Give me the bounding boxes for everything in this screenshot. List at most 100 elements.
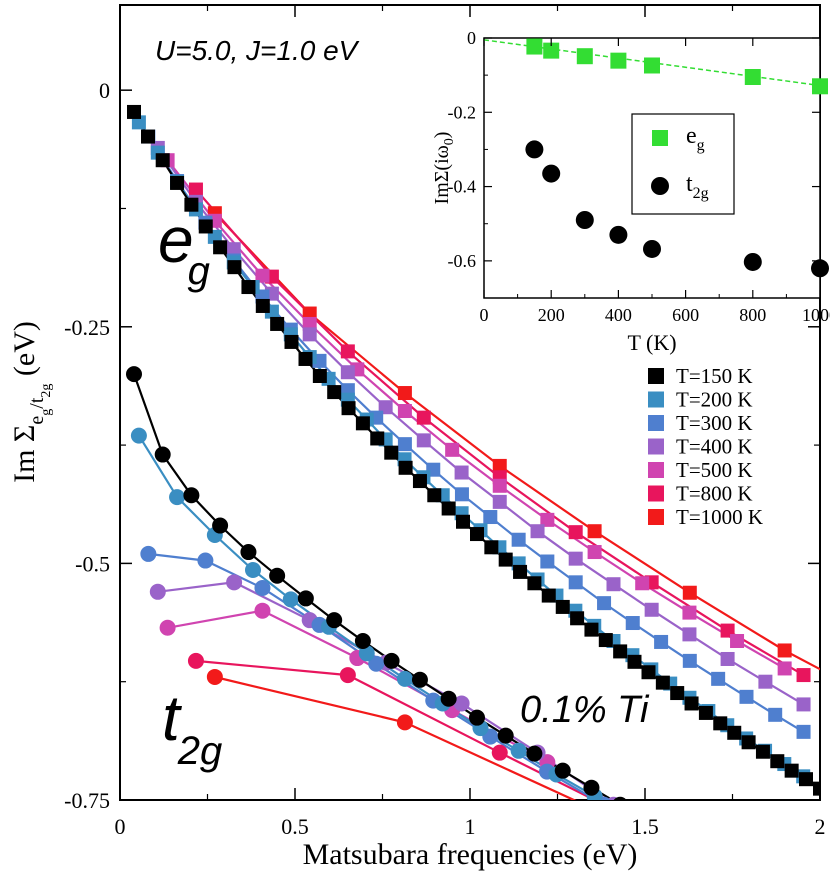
eg-data-point (241, 280, 256, 295)
main-x-tick-label: 0.5 (281, 814, 309, 839)
eg-data-point (625, 616, 640, 631)
inset-x-tick-label: 1000 (802, 305, 830, 325)
eg-data-point (184, 197, 199, 212)
eg-data-point (398, 460, 413, 475)
inset-eg-point (526, 38, 543, 55)
inset-y-tick-label: -0.2 (448, 102, 477, 122)
t2g-data-point (282, 591, 299, 608)
t2g-data-point (183, 487, 200, 504)
eg-data-point (584, 622, 599, 637)
inset-t2g-point (609, 225, 628, 244)
t2g-data-point (354, 633, 371, 649)
inset-x-tick-label: 200 (538, 305, 565, 325)
main-axes: 0 0.5 1 1.5 2 0 -0.25 -0.5 -0.75 (64, 5, 826, 839)
inset-y-tick-label: -0.6 (448, 251, 477, 271)
legend-label: T=200 K (676, 388, 753, 412)
t2g-data-point (526, 745, 543, 762)
eg-data-point (568, 551, 583, 566)
inset-legend: eg t2g (651, 123, 709, 202)
eg-data-point (587, 545, 602, 560)
t2g-data-point (339, 667, 356, 684)
main-y-tick-label: -0.75 (64, 788, 110, 813)
t2g-data-point (254, 602, 271, 619)
main-plot-data (126, 104, 820, 817)
legend-label: T=300 K (676, 411, 753, 435)
eg-data-point (511, 532, 526, 547)
eg-data-point (635, 576, 650, 591)
t2g-data-point (554, 762, 571, 779)
eg-data-point (644, 602, 659, 617)
t2g-data-point (587, 801, 603, 817)
eg-data-point (587, 524, 602, 539)
eg-data-point (555, 599, 570, 614)
eg-data-point (698, 705, 713, 720)
t2g-data-point (130, 427, 147, 444)
eg-data-point (684, 696, 699, 711)
eg-data-point (492, 478, 507, 493)
inset-eg-point (576, 48, 593, 65)
inset-y-tick-label: 0 (467, 28, 476, 48)
inset-eg-point (812, 78, 828, 95)
eg-data-point (813, 781, 820, 796)
main-x-tick-label: 1 (465, 814, 476, 839)
eg-data-point (226, 242, 241, 257)
main-y-tick-label: -0.25 (64, 315, 110, 340)
eg-data-point (470, 527, 484, 542)
eg-data-point (655, 675, 670, 690)
eg-data-point (127, 104, 141, 119)
eg-data-point (713, 716, 728, 731)
eg-data-point (784, 763, 799, 778)
eg-data-point (327, 385, 342, 400)
eg-data-point (454, 487, 469, 502)
eg-data-point (397, 404, 412, 419)
t2g-data-point (491, 744, 508, 761)
eg-data-point (741, 735, 756, 750)
eg-data-point (416, 433, 431, 448)
t2g-data-point (326, 612, 343, 629)
eg-data-point (682, 627, 697, 642)
eg-data-point (777, 643, 792, 658)
main-x-tick-label: 1.5 (631, 814, 659, 839)
t2g-data-point (613, 796, 627, 800)
inset-x-tick-label: 800 (739, 305, 766, 325)
legend-label: T=800 K (676, 482, 753, 506)
eg-data-point (570, 611, 585, 626)
eg-data-point (227, 260, 242, 275)
inset-axes: 0 200 400 600 800 1000 0 -0.2 -0.4 -0.6 (448, 28, 830, 325)
inset-eg-point (644, 57, 660, 74)
eg-data-point (758, 674, 773, 689)
t2g-data-point (497, 727, 514, 744)
eg-data-point (606, 577, 621, 592)
legend-marker (648, 485, 664, 502)
main-x-tick-label: 2 (815, 814, 826, 839)
t2g-data-point (245, 562, 261, 579)
t2g-data-point (254, 580, 271, 596)
t2g-data-point (583, 779, 600, 796)
legend-marker (648, 415, 664, 431)
eg-data-point (739, 689, 754, 704)
eg-data-point (397, 386, 412, 401)
t2g-data-point (368, 655, 385, 672)
t2g-data-point (187, 652, 204, 669)
inset-x-tick-label: 0 (480, 305, 489, 325)
eg-data-point (483, 510, 498, 525)
eg-data-point (370, 431, 385, 446)
eg-data-point (213, 240, 228, 255)
legend-label: T=500 K (676, 458, 753, 482)
eg-data-point (597, 596, 612, 611)
main-x-tick-label: 0 (115, 814, 126, 839)
inset-x-axis-label: T (K) (627, 330, 676, 355)
inset-legend-marker (651, 177, 669, 195)
t2g-annotation: t2g (162, 682, 222, 773)
eg-data-point (527, 576, 542, 591)
main-x-axis-label: Matsubara frequencies (eV) (303, 838, 638, 871)
eg-data-point (255, 298, 270, 313)
legend-marker (648, 368, 664, 384)
t2g-data-point (453, 695, 470, 712)
t2g-data-point (396, 714, 413, 731)
eg-data-point (298, 351, 313, 366)
eg-data-point (799, 772, 813, 787)
eg-data-point (270, 316, 285, 331)
inset-eg-point (744, 69, 761, 85)
eg-data-point (416, 410, 431, 425)
